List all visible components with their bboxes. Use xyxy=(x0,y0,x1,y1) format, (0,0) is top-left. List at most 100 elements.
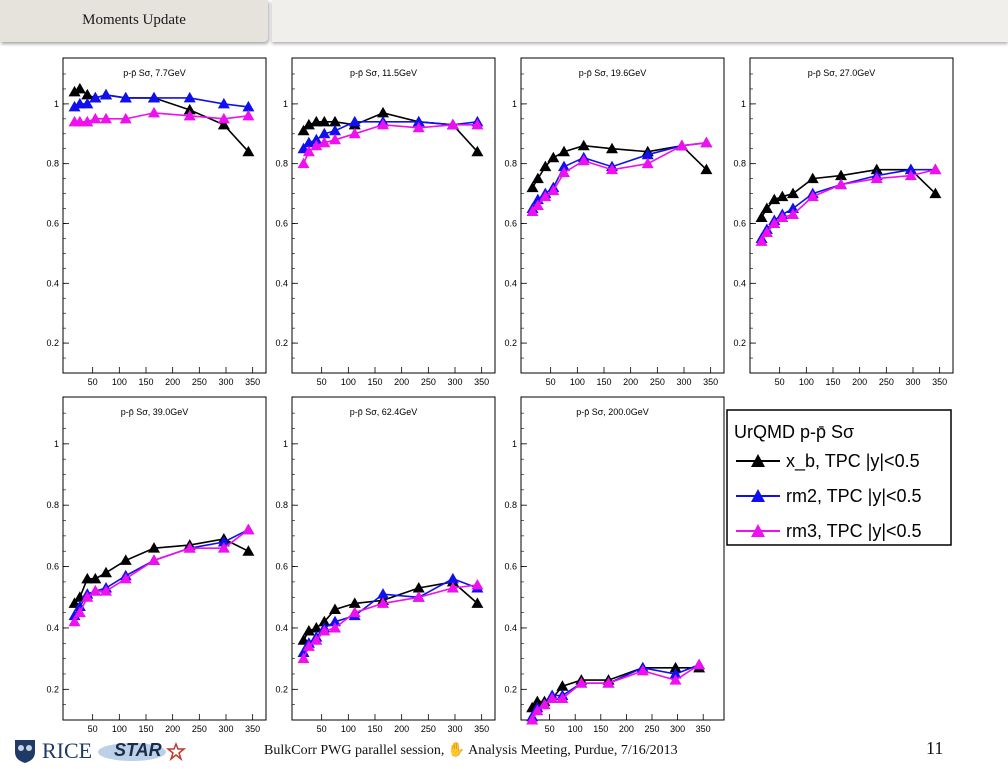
data-point-rm3 xyxy=(318,625,331,636)
data-point-rm2 xyxy=(100,88,112,100)
data-point-rm3 xyxy=(81,115,94,127)
x-tick-label: 100 xyxy=(112,377,127,387)
data-point-rm3 xyxy=(183,109,196,121)
x-tick-label: 350 xyxy=(932,377,947,387)
data-point-rm2 xyxy=(81,97,94,109)
data-point-rm3 xyxy=(81,591,94,602)
plot-frame xyxy=(520,396,725,721)
legend-label-xb: x_b, TPC |y|<0.5 xyxy=(786,451,920,472)
y-tick-label: 0.2 xyxy=(46,338,59,348)
data-point-xb xyxy=(531,172,544,184)
data-point-xb xyxy=(68,85,81,97)
y-tick-label: 1 xyxy=(512,439,517,449)
x-tick-label: 150 xyxy=(367,377,382,387)
data-point-rm2 xyxy=(787,202,799,214)
chart-title: p-p̄ Sσ, 7.7GeV xyxy=(123,68,186,78)
data-point-rm3 xyxy=(760,226,773,237)
data-point-rm3 xyxy=(558,166,570,178)
x-tick-label: 350 xyxy=(474,724,489,734)
chart-title: p-p̄ Sσ, 27.0GeV xyxy=(808,68,876,78)
y-tick-label: 0.2 xyxy=(275,338,288,348)
data-point-xb xyxy=(302,625,315,636)
x-tick-label: 50 xyxy=(88,377,98,387)
y-tick-label: 0.8 xyxy=(504,500,517,510)
x-tick-label: 150 xyxy=(825,377,840,387)
y-tick-label: 0.6 xyxy=(733,218,746,228)
section-tab[interactable]: Moments Update xyxy=(0,0,268,42)
star-burst-icon xyxy=(98,741,187,762)
data-point-rm2 xyxy=(669,667,682,679)
y-tick-label: 0.6 xyxy=(46,562,59,572)
y-tick-label: 0.6 xyxy=(275,218,288,228)
data-point-xb xyxy=(297,124,310,136)
data-point-xb xyxy=(471,145,484,157)
slide-footer: RICE STAR BulkCorr PWG parallel session,… xyxy=(0,734,1008,768)
data-point-rm3 xyxy=(546,692,559,704)
x-tick-label: 200 xyxy=(623,377,638,387)
data-point-xb xyxy=(526,181,539,193)
x-tick-label: 350 xyxy=(696,724,711,734)
data-point-xb xyxy=(547,151,560,163)
data-point-rm3 xyxy=(636,664,649,676)
data-point-rm3 xyxy=(526,714,539,725)
x-tick-label: 300 xyxy=(218,724,233,734)
y-tick-label: 0.4 xyxy=(504,623,517,633)
x-tick-label: 50 xyxy=(317,377,327,387)
header-bar xyxy=(272,0,1008,42)
data-point-rm2 xyxy=(217,536,230,547)
y-tick-label: 0.2 xyxy=(504,684,517,694)
data-point-rm3 xyxy=(929,163,942,175)
x-tick-label: 300 xyxy=(218,377,233,387)
chart-legend: UrQMD p-p̄ Sσ x_b, TPC |y|<0.5 rm2, TPC |y… xyxy=(726,409,952,546)
data-point-rm3 xyxy=(412,121,425,133)
y-tick-label: 1 xyxy=(283,99,288,109)
data-point-rm3 xyxy=(297,157,310,169)
data-point-xb xyxy=(787,187,799,199)
data-point-xb xyxy=(700,163,713,175)
legend-marker-rm2 xyxy=(751,489,765,502)
chart-title: p-p̄ Sσ, 39.0GeV xyxy=(121,407,189,417)
series-line-rm2 xyxy=(74,94,249,108)
data-point-xb xyxy=(302,118,315,130)
y-tick-label: 1 xyxy=(741,99,746,109)
data-point-xb xyxy=(310,115,323,127)
x-tick-label: 50 xyxy=(317,724,327,734)
data-point-xb xyxy=(835,169,847,181)
legend-box xyxy=(726,409,952,546)
data-point-rm2 xyxy=(297,646,310,657)
data-point-rm2 xyxy=(348,115,361,127)
x-tick-label: 200 xyxy=(852,377,867,387)
x-tick-label: 300 xyxy=(447,377,462,387)
data-point-rm3 xyxy=(183,542,196,553)
data-point-rm2 xyxy=(641,148,654,160)
y-tick-label: 0.8 xyxy=(504,159,517,169)
data-point-rm3 xyxy=(302,145,315,157)
x-tick-label: 350 xyxy=(474,377,489,387)
legend-marker-xb xyxy=(751,454,765,467)
data-point-rm3 xyxy=(904,169,917,181)
data-point-rm3 xyxy=(412,591,425,602)
rice-wordmark: RICE xyxy=(42,738,93,763)
y-tick-label: 0.4 xyxy=(46,278,59,288)
x-tick-label: 150 xyxy=(596,377,611,387)
data-point-rm3 xyxy=(755,235,768,246)
x-tick-label: 250 xyxy=(192,377,207,387)
series-line-rm3 xyxy=(760,168,936,242)
y-tick-label: 0.2 xyxy=(275,684,288,694)
section-title: Moments Update xyxy=(82,12,186,28)
y-tick-label: 1 xyxy=(54,99,59,109)
series-line-rm3 xyxy=(74,112,249,123)
x-tick-label: 200 xyxy=(394,724,409,734)
y-tick-label: 1 xyxy=(54,439,59,449)
data-point-xb xyxy=(870,163,883,175)
data-point-rm3 xyxy=(310,139,323,151)
y-tick-label: 1 xyxy=(283,439,288,449)
data-point-rm3 xyxy=(835,178,847,190)
data-point-xb xyxy=(318,115,331,127)
data-point-xb xyxy=(606,142,618,154)
x-tick-label: 200 xyxy=(619,724,634,734)
star-wordmark: STAR xyxy=(114,740,162,760)
x-tick-label: 50 xyxy=(88,724,98,734)
